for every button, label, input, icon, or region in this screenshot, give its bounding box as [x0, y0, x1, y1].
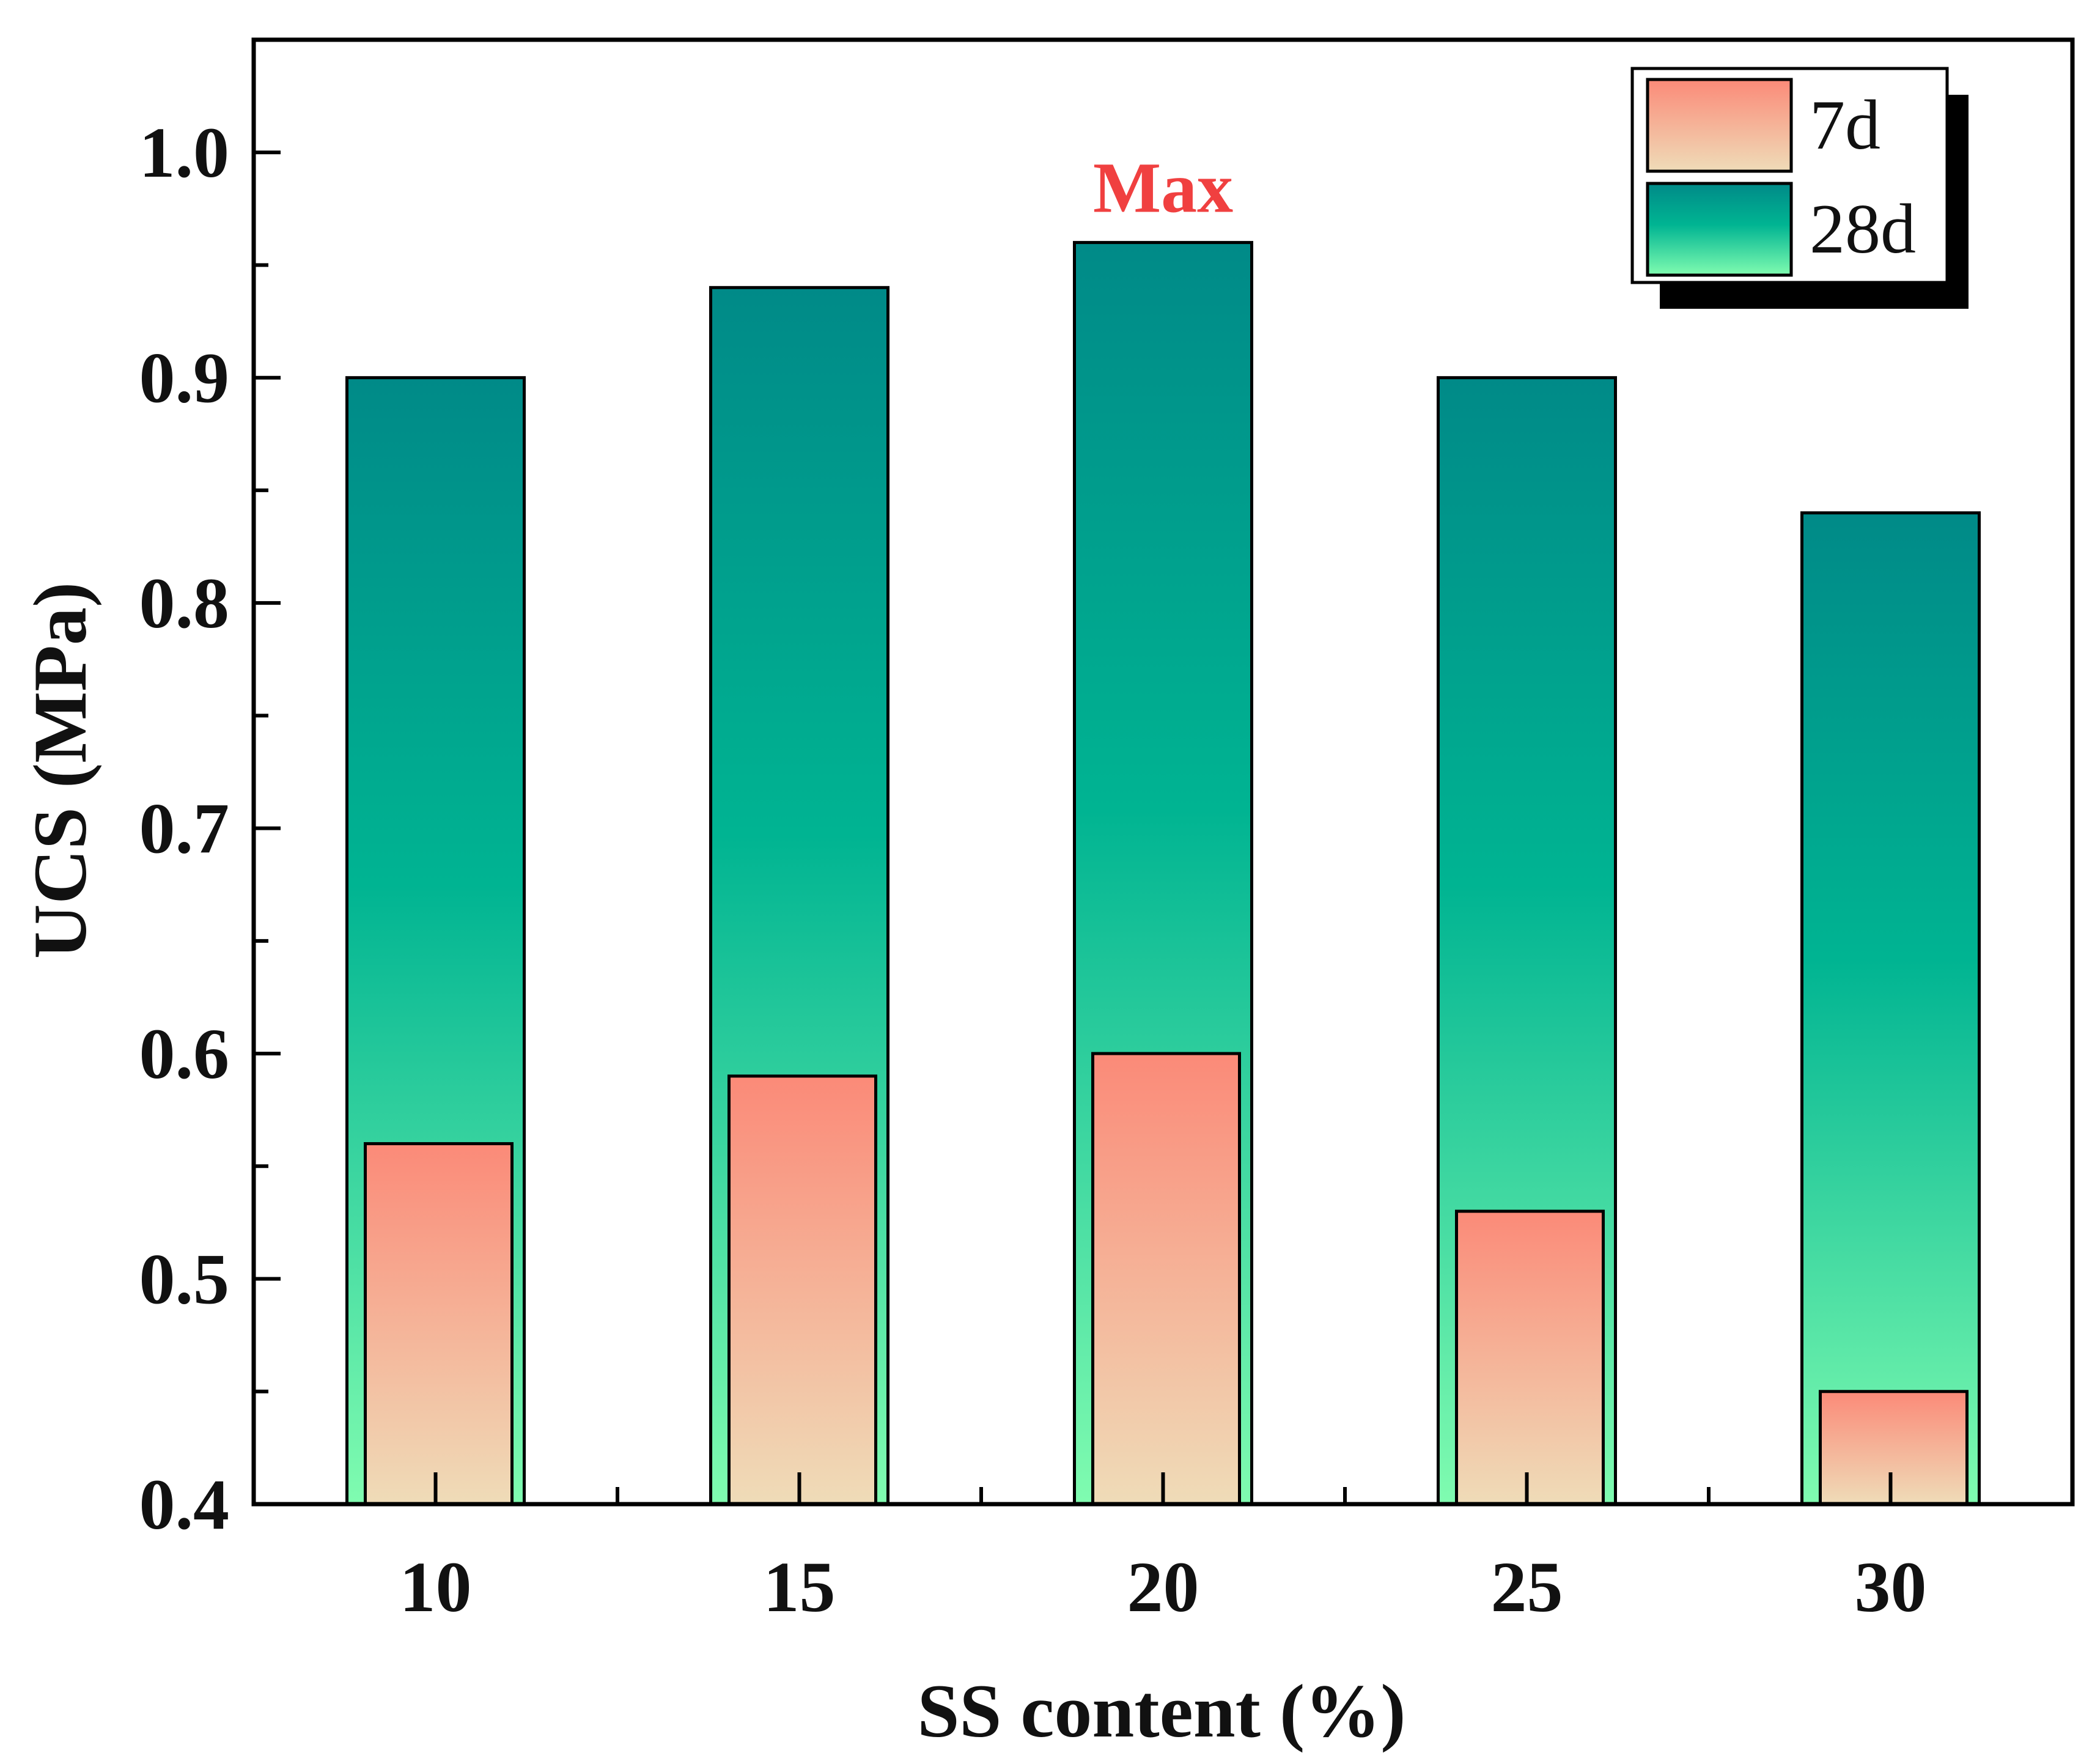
y-axis: 0.4 0.5 0.6 0.7 0.8 0.9 1.0 [139, 38, 281, 1544]
y-tick-label: 0.7 [139, 789, 230, 869]
x-axis-title: SS content (%) [917, 1669, 1405, 1753]
x-tick-label: 20 [1127, 1547, 1199, 1627]
y-axis-title: UCS (MPa) [18, 582, 102, 959]
series-7d-bars [364, 1052, 1969, 1506]
max-annotation: Max [1093, 148, 1233, 228]
y-tick-label: 0.6 [139, 1014, 230, 1094]
legend-label-7d: 7d [1810, 86, 1880, 164]
legend: 7d 28d [1630, 67, 1969, 309]
x-axis: 10 15 20 25 30 [400, 1472, 1927, 1627]
y-tick-label: 0.9 [139, 338, 230, 418]
legend-label-28d: 28d [1810, 190, 1916, 268]
bar-7d-20 [1091, 1052, 1241, 1506]
bar-28d-30 [1800, 511, 1981, 1506]
x-tick-label: 15 [764, 1547, 836, 1627]
y-tick-label: 1.0 [139, 113, 230, 193]
legend-swatch-28d [1646, 182, 1793, 277]
x-tick-label: 10 [400, 1547, 472, 1627]
y-tick-label: 0.8 [139, 563, 230, 643]
legend-swatch-7d [1646, 78, 1793, 173]
y-tick-label: 0.5 [139, 1239, 230, 1319]
bar-7d-10 [364, 1142, 514, 1506]
x-tick-label: 25 [1491, 1547, 1563, 1627]
bar-7d-25 [1455, 1209, 1605, 1506]
y-tick-label: 0.4 [139, 1464, 230, 1544]
x-tick-label: 30 [1855, 1547, 1927, 1627]
bar-7d-30 [1819, 1390, 1969, 1506]
bar-7d-15 [727, 1074, 877, 1506]
